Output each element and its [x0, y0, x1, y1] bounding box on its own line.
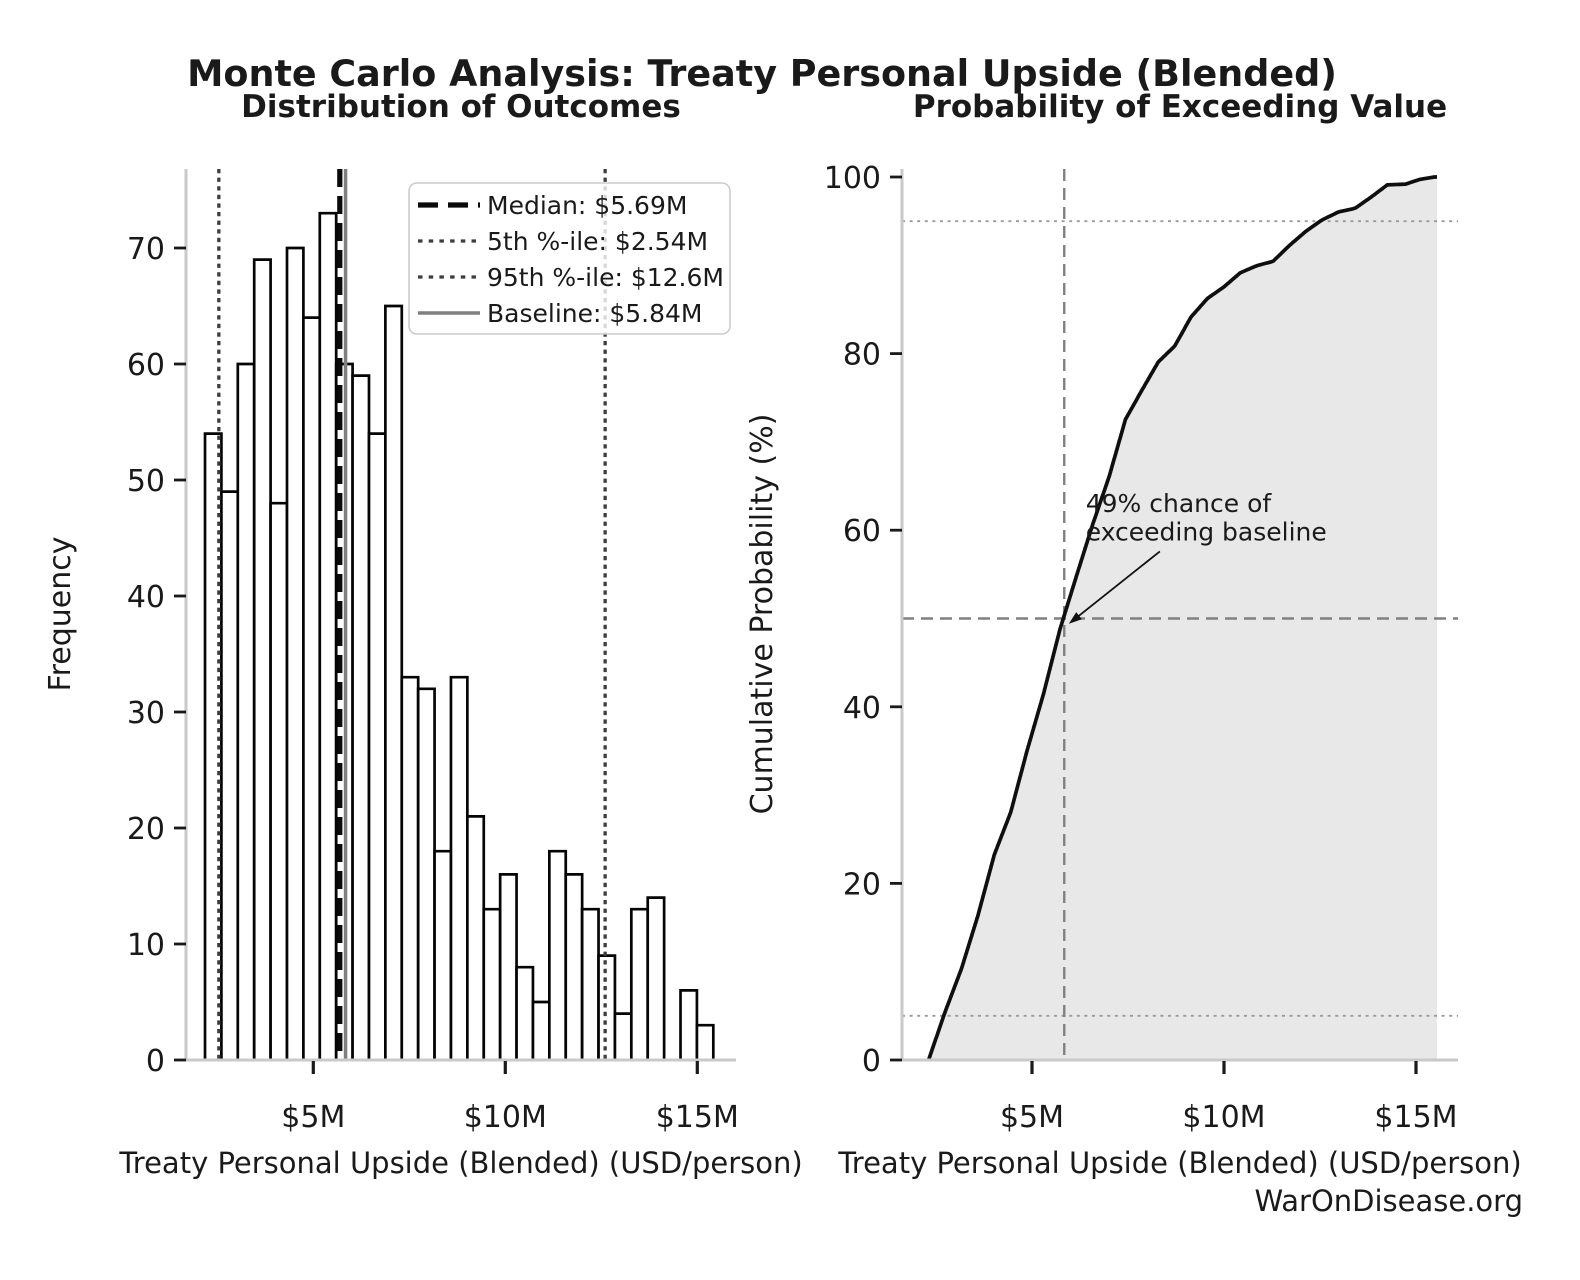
cdf-y-tick-label: 80 — [843, 338, 881, 373]
figure-title: Monte Carlo Analysis: Treaty Personal Up… — [187, 52, 1337, 95]
hist-bar — [695, 1023, 715, 1060]
hist-bar — [252, 258, 272, 1060]
hist-bar — [384, 304, 404, 1060]
hist-bar — [269, 501, 289, 1060]
hist-bar — [367, 432, 387, 1060]
hist-y-tick-label: 10 — [127, 928, 165, 963]
histogram-subplot: $5M $10M $15M 0 10 20 30 40 50 60 70 Median: $5.69M… — [127, 169, 739, 1135]
legend-label-baseline: Baseline: $5.84M — [487, 299, 703, 328]
hist-x-tick-label: $15M — [656, 1100, 739, 1135]
hist-y-tick-label: 20 — [127, 812, 165, 847]
cdf-y-tick-label: 20 — [843, 867, 881, 902]
legend-label-p5: 5th %-ile: $2.54M — [487, 227, 708, 256]
hist-x-tick-label: $10M — [464, 1100, 547, 1135]
cdf-y-tick-label: 40 — [843, 691, 881, 726]
hist-y-tick-label: 40 — [127, 580, 165, 615]
hist-x-tick-label: $5M — [281, 1100, 345, 1135]
hist-bar — [400, 675, 420, 1060]
hist-bar — [318, 211, 338, 1060]
hist-bar — [564, 873, 584, 1060]
footer-watermark: WarOnDisease.org — [1254, 1184, 1523, 1218]
hist-bar — [416, 687, 436, 1060]
hist-bar — [351, 374, 371, 1060]
hist-y-tick-label: 60 — [127, 348, 165, 383]
hist-bar — [302, 316, 322, 1060]
hist-xaxis-label: Treaty Personal Upside (Blended) (USD/pe… — [118, 1146, 802, 1180]
cdf-x-tick-label: $10M — [1182, 1100, 1265, 1135]
cdf-x-tick-label: $15M — [1374, 1100, 1457, 1135]
hist-y-tick-label: 50 — [127, 464, 165, 499]
hist-yaxis-label: Frequency — [43, 537, 78, 692]
legend-box — [408, 182, 731, 335]
annotation-arrow-head — [1068, 612, 1082, 624]
hist-bar — [236, 362, 256, 1060]
hist-bar — [449, 675, 469, 1060]
cdf-title: Probability of Exceeding Value — [913, 89, 1447, 125]
cdf-y-tick-label: 100 — [824, 161, 881, 196]
cdf-x-tick-label: $5M — [1000, 1100, 1064, 1135]
hist-bar — [629, 907, 650, 1060]
hist-bar — [220, 490, 240, 1060]
annotation-text-line: 49% chance of — [1086, 489, 1273, 518]
hist-bar — [679, 989, 699, 1060]
hist-y-tick-label: 30 — [127, 696, 165, 731]
hist-bar — [515, 965, 535, 1060]
cdf-y-tick-label: 0 — [862, 1044, 881, 1079]
cdf-curve — [926, 175, 1437, 1061]
hist-y-tick-label: 70 — [127, 232, 165, 267]
hist-bar — [531, 1000, 551, 1060]
annotation-arrow-shaft — [1075, 550, 1161, 619]
hist-bar — [482, 907, 502, 1060]
hist-bar — [613, 1012, 633, 1060]
cdf-xaxis-label: Treaty Personal Upside (Blended) (USD/pe… — [837, 1146, 1521, 1180]
legend-label-p95: 95th %-ile: $12.6M — [487, 263, 724, 292]
cdf-yaxis-label: Cumulative Probability (%) — [745, 414, 780, 815]
hist-bar — [285, 246, 305, 1060]
hist-title: Distribution of Outcomes — [241, 89, 681, 125]
hist-bar — [646, 896, 666, 1060]
hist-bar — [433, 849, 453, 1060]
hist-y-tick-label: 0 — [146, 1044, 165, 1079]
cdf-y-tick-label: 60 — [843, 514, 881, 549]
cdf-fill-area — [928, 177, 1437, 1060]
legend-label-median: Median: $5.69M — [487, 191, 687, 220]
hist-bar — [466, 815, 486, 1060]
hist-bar — [498, 873, 518, 1060]
hist-bar — [580, 907, 600, 1060]
hist-bar — [547, 849, 568, 1060]
cdf-subplot: $5M $10M $15M 0 20 40 60 80 100 49% chance ofexce… — [824, 161, 1458, 1135]
annotation-text-line: exceeding baseline — [1086, 518, 1327, 547]
